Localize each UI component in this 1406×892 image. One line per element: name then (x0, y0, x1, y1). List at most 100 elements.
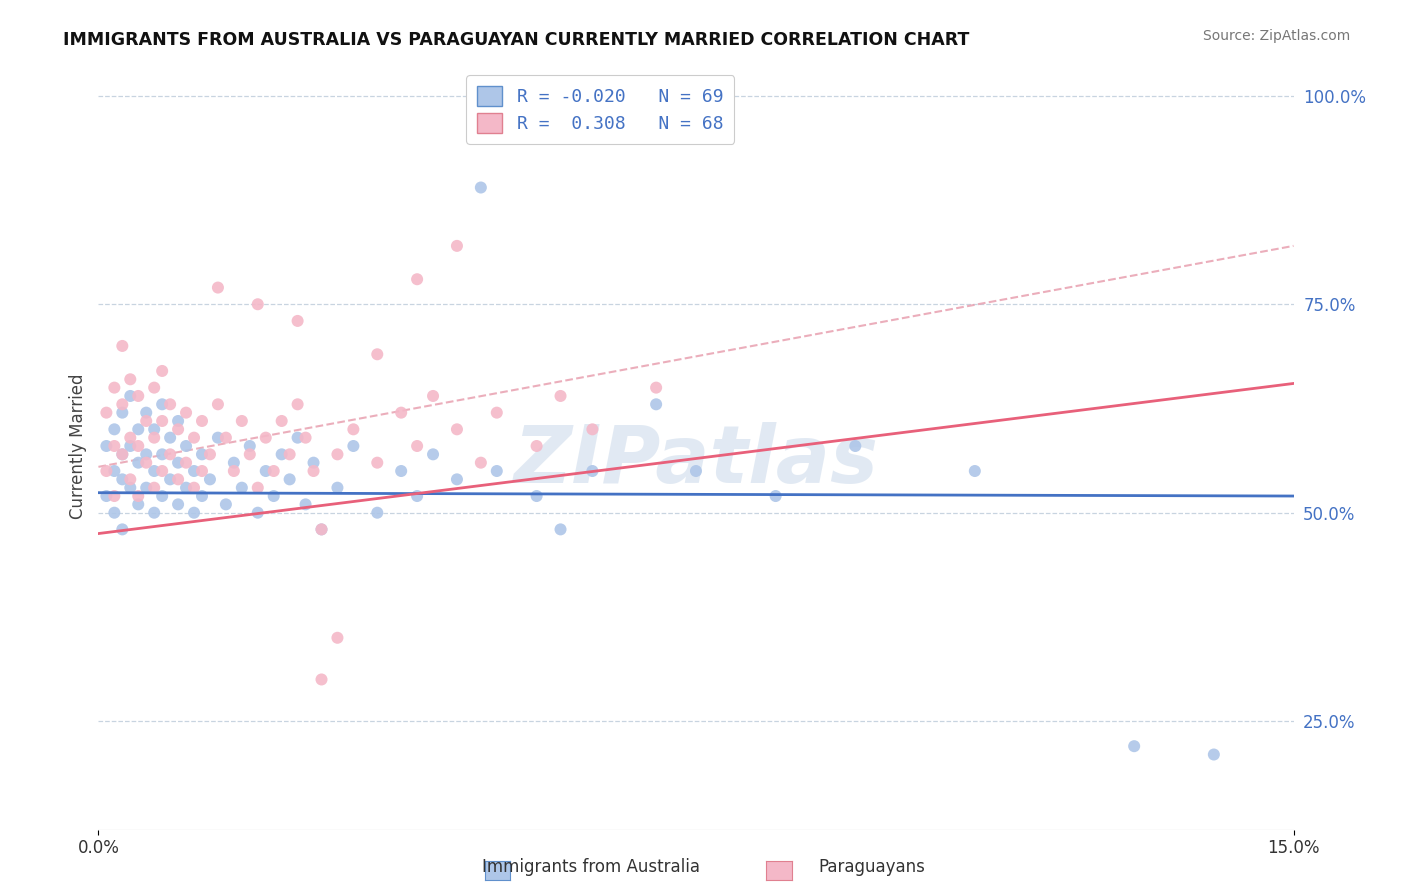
Point (246, 481, 269, 495)
Point (366, 506, 388, 520)
Point (167, 456, 190, 470)
Point (150, 364, 173, 378)
Point (150, 447, 173, 461)
Point (198, 447, 221, 461)
Point (263, 464, 285, 478)
Point (96, 464, 118, 478)
Point (207, 431, 229, 445)
Point (143, 464, 166, 478)
Point (111, 522, 134, 536)
Point (103, 439, 125, 453)
Point (246, 506, 269, 520)
Point (159, 447, 181, 461)
Point (254, 431, 277, 445)
Point (167, 414, 190, 428)
Point (326, 481, 349, 495)
Point (111, 406, 134, 420)
Point (422, 447, 444, 461)
Point (294, 497, 316, 511)
Legend: R = -0.020   N = 69, R =  0.308   N = 68: R = -0.020 N = 69, R = 0.308 N = 68 (467, 75, 734, 144)
Point (159, 431, 181, 445)
Point (103, 422, 125, 436)
Text: Source: ZipAtlas.com: Source: ZipAtlas.com (1202, 29, 1350, 43)
Point (191, 464, 214, 478)
Point (231, 414, 253, 428)
Point (406, 489, 429, 503)
Point (263, 489, 285, 503)
Point (96, 489, 118, 503)
Point (135, 481, 157, 495)
Point (311, 522, 333, 536)
Point (159, 397, 181, 411)
Point (143, 431, 166, 445)
Point (174, 406, 197, 420)
Point (215, 497, 238, 511)
Text: IMMIGRANTS FROM AUSTRALIA VS PARAGUAYAN CURRENTLY MARRIED CORRELATION CHART: IMMIGRANTS FROM AUSTRALIA VS PARAGUAYAN … (63, 31, 970, 49)
Point (446, 422, 468, 436)
Point (581, 464, 603, 478)
Point (239, 447, 262, 461)
Point (246, 297, 269, 311)
Point (389, 406, 412, 420)
Point (127, 422, 149, 436)
Point (844, 439, 866, 453)
Point (183, 481, 205, 495)
Text: Paraguayans: Paraguayans (818, 858, 925, 876)
Point (120, 439, 142, 453)
Point (526, 489, 548, 503)
Point (311, 673, 333, 687)
Point (198, 472, 221, 486)
Point (120, 472, 142, 486)
Point (143, 481, 166, 495)
Point (963, 464, 986, 478)
Point (485, 464, 508, 478)
Point (120, 372, 142, 386)
Point (215, 431, 238, 445)
Point (135, 447, 157, 461)
Point (287, 314, 309, 328)
Point (406, 272, 429, 286)
Point (470, 456, 492, 470)
Point (765, 489, 787, 503)
Point (645, 397, 668, 411)
Point (111, 447, 134, 461)
Point (446, 239, 468, 253)
Point (422, 389, 444, 403)
Point (111, 397, 134, 411)
Point (645, 381, 668, 395)
Point (485, 406, 508, 420)
Point (120, 481, 142, 495)
Point (231, 481, 253, 495)
Point (127, 389, 149, 403)
Point (143, 422, 166, 436)
Point (366, 456, 388, 470)
Point (127, 497, 149, 511)
Point (135, 406, 157, 420)
Point (143, 506, 166, 520)
Point (326, 447, 349, 461)
Point (470, 180, 492, 194)
Point (127, 439, 149, 453)
Point (103, 381, 125, 395)
Point (526, 439, 548, 453)
Point (183, 506, 205, 520)
Point (174, 456, 197, 470)
Point (581, 422, 603, 436)
Point (294, 431, 316, 445)
Point (159, 472, 181, 486)
Point (191, 447, 214, 461)
Point (302, 456, 325, 470)
Point (326, 631, 349, 645)
Point (389, 464, 412, 478)
Point (342, 439, 364, 453)
Point (150, 414, 173, 428)
Point (191, 414, 214, 428)
Point (167, 472, 190, 486)
Point (302, 464, 325, 478)
Point (446, 472, 468, 486)
Point (254, 464, 277, 478)
Point (191, 489, 214, 503)
Point (120, 431, 142, 445)
Point (103, 489, 125, 503)
Point (127, 456, 149, 470)
